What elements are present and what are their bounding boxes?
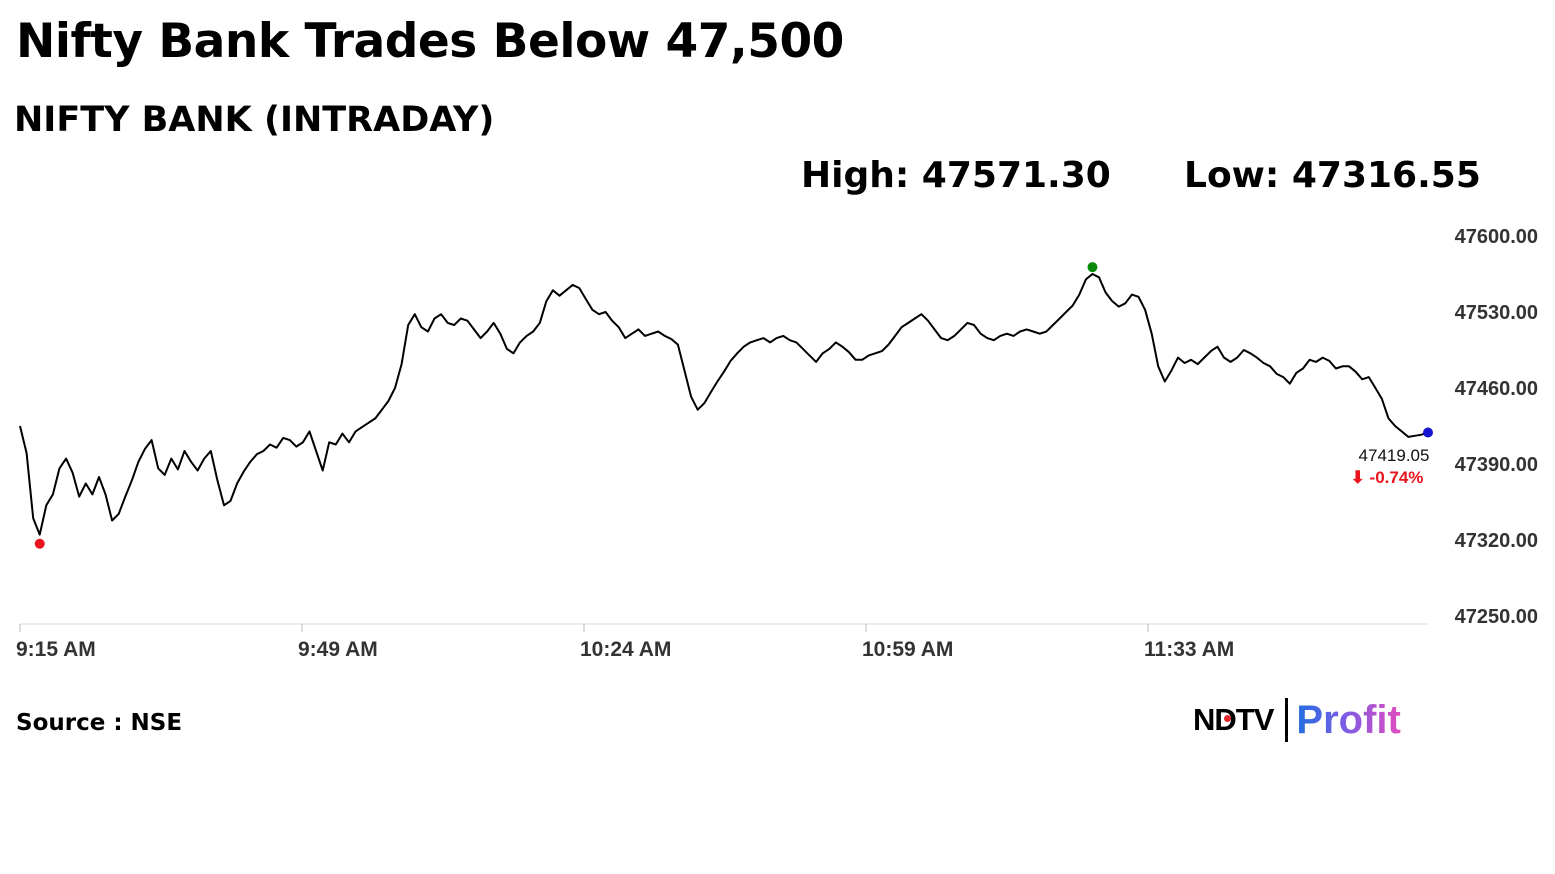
source-note: Source : NSE <box>16 710 183 736</box>
high-value: High: 47571.30 <box>801 155 1111 196</box>
last-marker <box>1423 427 1433 438</box>
x-tick-label: 11:33 AM <box>1144 638 1234 661</box>
y-tick-label: 47320.00 <box>1455 530 1538 552</box>
low-value: Low: 47316.55 <box>1184 155 1481 196</box>
markers <box>34 262 1433 549</box>
x-tick-label: 9:15 AM <box>16 638 96 661</box>
logo-profit-text: Profit <box>1296 697 1401 742</box>
axis-ticks: 47600.00 47530.00 47460.00 47390.00 47320.00… <box>16 226 1538 661</box>
logo-red-dot <box>1224 715 1231 722</box>
x-tick-label: 9:49 AM <box>298 638 378 661</box>
y-tick-label: 47530.00 <box>1455 302 1538 324</box>
x-tick-label: 10:24 AM <box>580 638 671 661</box>
y-tick-label: 47460.00 <box>1455 378 1538 400</box>
high-marker <box>1087 262 1098 273</box>
y-tick-label: 47250.00 <box>1455 606 1538 628</box>
chart-subtitle: NIFTY BANK (INTRADAY) <box>14 100 495 140</box>
ndtv-profit-logo: NDTV Profit <box>1193 697 1401 743</box>
y-tick-label: 47390.00 <box>1455 454 1538 476</box>
price-line <box>19 273 1429 536</box>
logo-separator <box>1285 698 1289 742</box>
y-tick-label: 47600.00 <box>1455 226 1538 248</box>
low-marker <box>34 538 45 549</box>
change-label: ⬇ -0.74% <box>1351 468 1424 487</box>
x-tick-label: 10:59 AM <box>862 638 953 661</box>
page-headline: Nifty Bank Trades Below 47,500 <box>16 14 844 69</box>
last-value-label: 47419.05 <box>1359 446 1430 465</box>
logo-ndtv-text: NDTV <box>1193 702 1274 737</box>
